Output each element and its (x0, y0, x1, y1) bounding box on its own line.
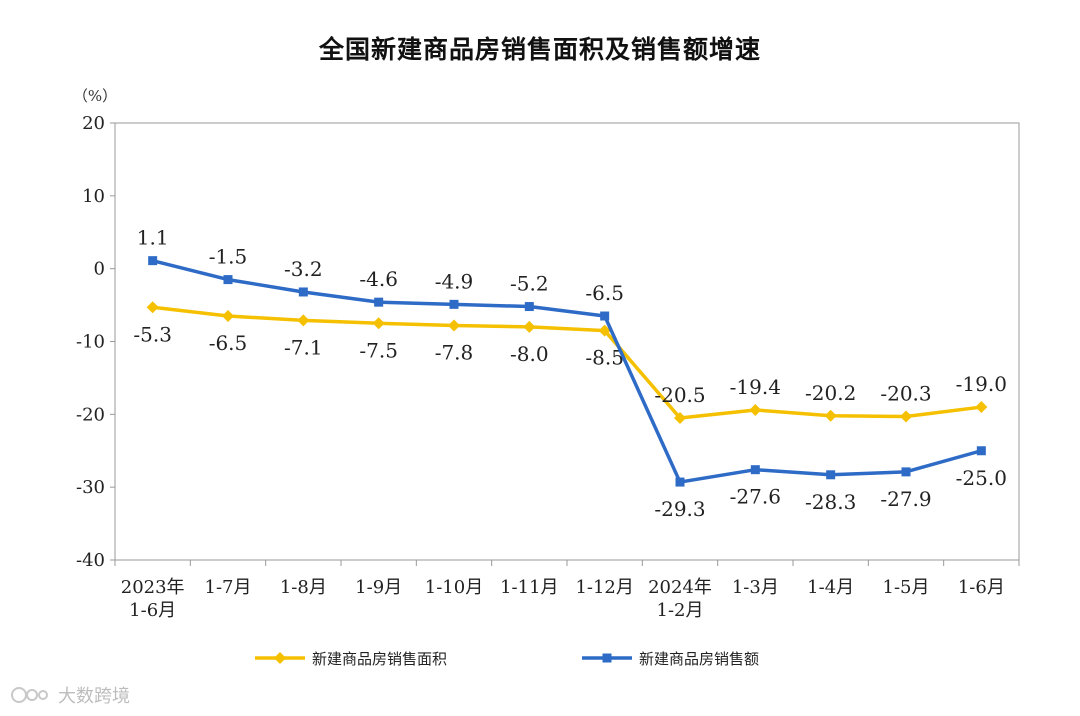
series-line-sales-area (152, 305, 982, 420)
data-label: -6.5 (209, 331, 248, 355)
data-point (523, 320, 536, 333)
data-label: -8.0 (510, 342, 549, 366)
data-point (901, 467, 911, 477)
x-tick-label: 1-7月 (205, 577, 252, 598)
x-tick-label: 2023年 (121, 577, 185, 598)
data-label: -7.8 (435, 340, 474, 364)
data-point (975, 401, 988, 414)
legend-marker (274, 652, 286, 664)
data-label: 1.1 (137, 226, 169, 250)
series-line-sales-amount (152, 258, 982, 484)
legend-label: 新建商品房销售面积 (312, 650, 447, 668)
data-label: -20.2 (805, 381, 856, 405)
data-point (372, 317, 385, 330)
data-point (298, 287, 308, 297)
legend-label: 新建商品房销售额 (639, 650, 759, 668)
data-label: -19.4 (730, 375, 781, 399)
data-point (146, 301, 159, 314)
x-tick-label: 1-12月 (575, 577, 633, 598)
data-point (826, 470, 836, 480)
data-point (448, 319, 460, 332)
data-point (600, 311, 610, 321)
x-tick-label: 1-5月 (883, 577, 930, 598)
data-point (976, 446, 986, 456)
data-label: -19.0 (956, 372, 1007, 396)
data-point (674, 411, 686, 424)
data-label: -20.5 (654, 383, 705, 407)
data-label: -29.3 (654, 497, 705, 521)
x-tick-label: 2024年 (648, 577, 712, 598)
x-tick-label: 1-8月 (280, 577, 327, 598)
data-label: -27.9 (880, 487, 931, 511)
x-tick-label: 1-10月 (425, 577, 483, 598)
data-label: -8.5 (585, 346, 624, 370)
y-axis-unit-label: （%） (73, 87, 117, 105)
y-tick-label: -20 (76, 404, 105, 425)
data-label: -27.6 (730, 485, 781, 509)
data-label: -4.9 (435, 269, 474, 293)
watermark: 大数跨境 (10, 682, 130, 708)
data-point (824, 409, 837, 422)
data-point (524, 302, 534, 312)
y-tick-label: -10 (76, 332, 105, 353)
watermark-logo-icon (11, 687, 48, 703)
y-tick-label: -30 (76, 477, 105, 498)
x-tick-label: 1-4月 (807, 577, 854, 598)
data-point (449, 299, 459, 309)
legend-marker (602, 653, 612, 663)
y-tick-label: 20 (82, 113, 105, 134)
data-label: -28.3 (805, 490, 856, 514)
watermark-text: 大数跨境 (58, 686, 130, 707)
x-tick-label: 1-6月 (129, 600, 176, 621)
chart-title: 全国新建商品房销售面积及销售额增速 (318, 35, 761, 64)
data-point (223, 275, 233, 285)
data-point (222, 310, 234, 323)
x-tick-label: 1-6月 (958, 577, 1005, 598)
data-label: -5.2 (510, 272, 549, 296)
data-label: -3.2 (284, 257, 323, 281)
data-point (900, 410, 912, 423)
data-point (297, 314, 310, 327)
data-point (148, 256, 158, 266)
data-label: -7.1 (284, 335, 323, 359)
data-point (750, 465, 760, 475)
x-tick-label: 1-11月 (500, 577, 558, 598)
data-label: -1.5 (209, 245, 248, 269)
data-label: -7.5 (359, 338, 398, 362)
data-point (598, 324, 611, 337)
data-point (374, 297, 384, 307)
data-point (749, 403, 762, 416)
data-label: -25.0 (956, 466, 1007, 490)
data-label: -20.3 (880, 382, 931, 406)
data-label: -5.3 (133, 322, 172, 346)
y-tick-label: 10 (82, 186, 105, 207)
data-point (675, 477, 685, 487)
x-tick-label: 1-2月 (657, 600, 704, 621)
y-tick-label: 0 (94, 259, 105, 280)
data-label: -6.5 (585, 281, 624, 305)
x-tick-label: 1-3月 (732, 577, 779, 598)
data-label: -4.6 (359, 267, 398, 291)
x-tick-label: 1-9月 (355, 577, 402, 598)
y-tick-label: -40 (76, 550, 105, 571)
